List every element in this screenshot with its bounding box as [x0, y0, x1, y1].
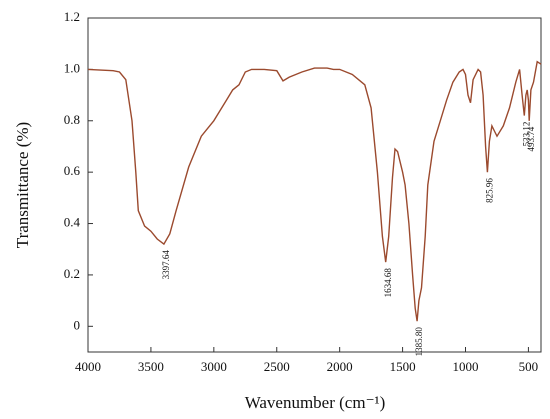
y-tick-label: 0: [74, 317, 81, 332]
x-tick-label: 2500: [264, 359, 290, 374]
peak-label: 3397.64: [161, 250, 171, 280]
peak-label: 1634.68: [383, 268, 393, 298]
peak-label: 533.12: [521, 122, 531, 147]
x-tick-label: 1500: [390, 359, 416, 374]
peak-label: 493.74: [526, 126, 536, 151]
y-tick-label: 1.0: [64, 60, 80, 75]
peak-label: 825.96: [484, 178, 494, 203]
y-tick-label: 0.2: [64, 266, 80, 281]
x-tick-label: 3500: [138, 359, 164, 374]
peak-label: 1385.80: [414, 327, 424, 357]
y-tick-label: 0.6: [64, 163, 81, 178]
x-tick-label: 500: [519, 359, 539, 374]
x-tick-label: 3000: [201, 359, 227, 374]
x-tick-label: 4000: [75, 359, 101, 374]
y-axis-title: Transmittance (%): [13, 122, 32, 248]
y-tick-label: 1.2: [64, 9, 80, 24]
plot-frame: [87, 17, 542, 353]
x-axis-title: Wavenumber (cm⁻¹): [245, 393, 386, 412]
y-tick-label: 0.8: [64, 112, 80, 127]
x-tick-label: 2000: [327, 359, 353, 374]
spectrum-line: [87, 60, 542, 322]
y-tick-label: 0.4: [64, 215, 81, 230]
x-tick-label: 1000: [453, 359, 479, 374]
